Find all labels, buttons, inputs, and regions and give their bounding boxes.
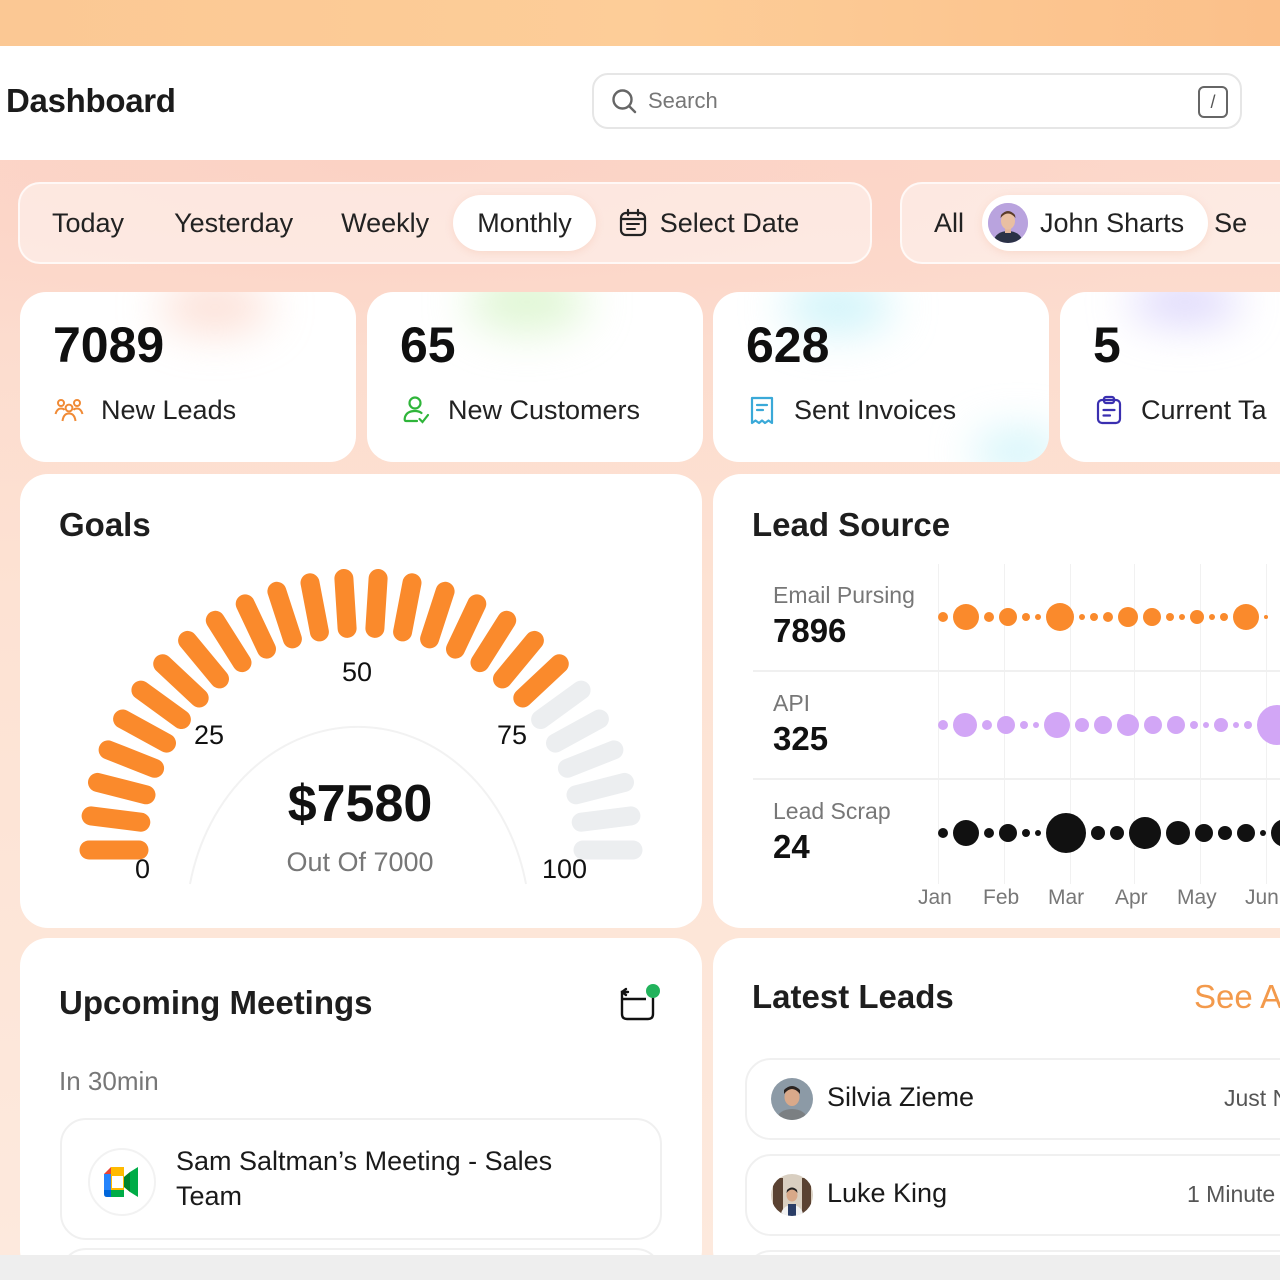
upcoming-meetings-panel: Upcoming Meetings In 30min bbox=[20, 938, 702, 1255]
page-bottom-edge bbox=[0, 1255, 1280, 1280]
meeting-group-label: In 30min bbox=[59, 1066, 159, 1096]
month-label: Mar bbox=[1048, 886, 1085, 909]
top-gradient-band bbox=[0, 0, 1280, 46]
stat-label: New Leads bbox=[101, 394, 237, 425]
stat-value: 5 bbox=[1093, 317, 1121, 373]
source-value: 325 bbox=[773, 720, 829, 757]
source-value: 24 bbox=[773, 828, 810, 865]
people-filter-bar: All John Sharts Se bbox=[900, 182, 1280, 264]
stat-card-current-tasks[interactable]: 5 Current Ta bbox=[1060, 292, 1280, 462]
select-date-label: Select Date bbox=[659, 207, 800, 238]
person-name: John Sharts bbox=[1040, 207, 1185, 238]
lead-time: Just N bbox=[1224, 1085, 1280, 1111]
gauge-tick-0: 0 bbox=[135, 854, 151, 884]
lead-source-row-scrap: Lead Scrap 24 bbox=[753, 786, 1280, 894]
gauge-tick-25: 25 bbox=[194, 720, 225, 750]
lead-source-row-email: Email Pursing 7896 bbox=[753, 570, 1280, 678]
filter-monthly[interactable]: Monthly bbox=[453, 195, 596, 251]
panel-title: Latest Leads bbox=[752, 978, 954, 1015]
lead-name: Silvia Zieme bbox=[827, 1082, 975, 1112]
user-check-icon bbox=[403, 396, 430, 424]
month-label: Feb bbox=[983, 886, 1020, 909]
avatar bbox=[988, 203, 1029, 243]
stat-label: Sent Invoices bbox=[794, 394, 957, 425]
search-box[interactable]: / bbox=[592, 73, 1242, 129]
goal-gauge bbox=[79, 569, 643, 885]
lead-source-row-api: API 325 bbox=[753, 678, 1280, 786]
search-input[interactable] bbox=[648, 88, 1168, 114]
stat-card-new-customers[interactable]: 65 New Customers bbox=[367, 292, 703, 462]
clipboard-icon bbox=[1096, 395, 1122, 425]
meeting-item[interactable]: Sam Saltman’s Meeting - Sales Team bbox=[60, 1118, 662, 1240]
source-value: 7896 bbox=[773, 612, 847, 649]
panel-title: Goals bbox=[59, 506, 151, 543]
month-label: Jan bbox=[918, 886, 952, 909]
gauge-tick-75: 75 bbox=[497, 720, 528, 750]
source-name: Email Pursing bbox=[773, 582, 915, 608]
calendar-icon bbox=[619, 208, 646, 237]
gauge-tick-100: 100 bbox=[542, 854, 588, 884]
filter-today[interactable]: Today bbox=[52, 207, 125, 238]
header: Dashboard / bbox=[0, 46, 1280, 160]
stat-value: 7089 bbox=[53, 317, 165, 373]
source-name: Lead Scrap bbox=[773, 798, 891, 824]
page-title: Dashboard bbox=[6, 82, 176, 119]
filter-next[interactable]: Se bbox=[1214, 207, 1248, 238]
lead-item[interactable]: Silvia Zieme Just N bbox=[745, 1058, 1280, 1140]
panel-title: Lead Source bbox=[752, 506, 951, 543]
month-label: Jun bbox=[1245, 886, 1279, 909]
stat-card-new-leads[interactable]: 7089 New Leads bbox=[20, 292, 356, 462]
goal-value: $7580 bbox=[287, 775, 433, 833]
goal-subtitle: Out Of 7000 bbox=[286, 847, 434, 877]
filter-all[interactable]: All bbox=[934, 207, 965, 238]
filter-person-john[interactable]: John Sharts bbox=[982, 195, 1209, 251]
google-meet-icon bbox=[104, 1167, 138, 1197]
lead-item[interactable]: Luke King 1 Minute bbox=[745, 1154, 1280, 1236]
month-label: Apr bbox=[1115, 886, 1148, 909]
gauge-tick-50: 50 bbox=[342, 657, 373, 687]
goals-panel: Goals 0 25 50 75 100 $7580 Out Of 7000 bbox=[20, 474, 702, 928]
avatar bbox=[771, 1174, 813, 1216]
panel-title: Upcoming Meetings bbox=[59, 984, 373, 1021]
stat-label: Current Ta bbox=[1141, 394, 1267, 425]
lead-name: Luke King bbox=[827, 1178, 948, 1208]
users-icon bbox=[54, 399, 84, 422]
lead-source-panel: Lead Source Email Pursing 7896 API 325 L… bbox=[713, 474, 1280, 928]
meeting-title: Sam Saltman’s Meeting - Sales Team bbox=[176, 1146, 553, 1211]
stat-value: 628 bbox=[746, 317, 830, 373]
period-filter-bar: Today Yesterday Weekly Monthly Select Da… bbox=[18, 182, 872, 264]
filter-yesterday[interactable]: Yesterday bbox=[174, 207, 294, 238]
lead-time: 1 Minute bbox=[1187, 1181, 1276, 1207]
select-date-button[interactable]: Select Date bbox=[600, 195, 818, 251]
month-label: May bbox=[1177, 886, 1217, 909]
latest-leads-panel: Latest Leads See A Silvia Zieme Just N bbox=[713, 938, 1280, 1255]
shortcut-key-badge: / bbox=[1198, 86, 1228, 118]
source-name: API bbox=[773, 690, 811, 716]
lead-source-dot-chart bbox=[938, 603, 1280, 853]
stat-value: 65 bbox=[400, 317, 456, 373]
filter-weekly[interactable]: Weekly bbox=[341, 207, 430, 238]
search-icon bbox=[612, 89, 637, 114]
avatar bbox=[771, 1078, 813, 1120]
meeting-item[interactable] bbox=[60, 1248, 662, 1255]
calendar-notification-icon[interactable] bbox=[618, 982, 664, 1022]
stat-card-sent-invoices[interactable]: 628 Sent Invoices bbox=[713, 292, 1049, 462]
dashboard-main: Today Yesterday Weekly Monthly Select Da… bbox=[0, 160, 1280, 1255]
receipt-icon bbox=[750, 396, 774, 425]
see-all-link[interactable]: See A bbox=[1194, 978, 1280, 1015]
stat-label: New Customers bbox=[448, 394, 641, 425]
